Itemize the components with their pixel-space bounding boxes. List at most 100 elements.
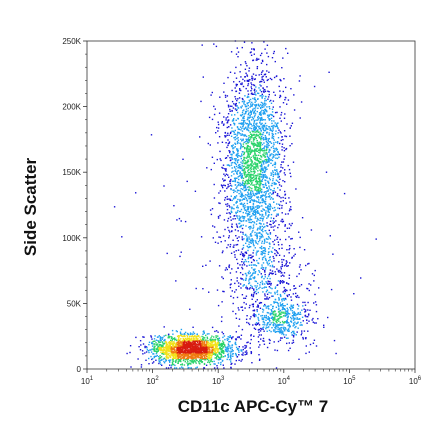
data-point — [246, 352, 248, 354]
data-point — [248, 278, 250, 281]
data-point — [213, 339, 216, 341]
data-point — [236, 280, 238, 282]
data-point — [176, 330, 178, 333]
data-point — [250, 207, 252, 209]
data-point — [215, 132, 217, 134]
data-point — [268, 317, 271, 320]
data-point — [268, 158, 271, 160]
data-point — [205, 343, 207, 345]
data-point — [260, 168, 263, 171]
data-point — [247, 322, 250, 324]
data-point — [151, 338, 153, 340]
data-point — [201, 348, 203, 350]
data-point — [214, 338, 216, 341]
data-point — [193, 357, 196, 359]
data-point — [279, 294, 282, 297]
data-point — [217, 142, 219, 144]
data-point — [221, 141, 224, 143]
data-point — [192, 353, 194, 355]
data-point — [281, 263, 283, 266]
data-point — [263, 186, 265, 188]
data-point — [282, 161, 285, 163]
data-point — [187, 339, 189, 342]
data-point — [239, 166, 242, 168]
data-point — [264, 191, 266, 193]
data-point — [248, 196, 251, 198]
data-point — [260, 91, 263, 93]
data-point — [275, 123, 278, 126]
data-point — [201, 349, 203, 351]
data-point — [241, 127, 243, 129]
data-point — [201, 345, 203, 347]
data-point — [171, 348, 174, 350]
data-point — [234, 218, 236, 220]
data-point — [273, 182, 275, 184]
data-point — [220, 353, 222, 356]
data-point — [283, 78, 285, 80]
data-point — [278, 308, 280, 310]
data-point — [257, 212, 259, 214]
data-point — [261, 210, 263, 212]
data-point — [259, 154, 262, 157]
data-point — [161, 353, 164, 355]
data-point — [259, 184, 261, 186]
data-point — [247, 142, 249, 144]
data-point — [269, 259, 271, 261]
data-point — [184, 220, 187, 223]
data-point — [281, 261, 283, 263]
data-point — [246, 175, 248, 177]
data-point — [269, 107, 271, 110]
data-point — [156, 347, 158, 350]
data-point — [244, 105, 247, 108]
data-point — [257, 149, 260, 151]
data-point — [188, 340, 190, 342]
data-point — [293, 285, 295, 287]
data-point — [237, 133, 239, 135]
data-point — [247, 138, 249, 140]
data-point — [263, 81, 265, 83]
data-point — [214, 341, 216, 343]
data-point — [251, 181, 253, 184]
data-point — [201, 361, 203, 363]
data-point — [160, 363, 162, 365]
data-point — [261, 283, 264, 286]
data-point — [229, 284, 231, 286]
data-point — [205, 347, 208, 349]
data-point — [194, 341, 196, 343]
data-point — [259, 185, 261, 187]
data-point — [245, 212, 247, 214]
data-point — [214, 354, 217, 356]
data-point — [220, 363, 222, 366]
data-point — [280, 132, 282, 134]
data-point — [228, 341, 230, 343]
data-point — [283, 305, 285, 307]
data-point — [235, 195, 238, 197]
data-point — [248, 182, 251, 185]
data-point — [288, 326, 291, 328]
data-point — [249, 257, 252, 259]
data-point — [161, 364, 163, 366]
data-point — [264, 276, 266, 278]
data-point — [261, 318, 264, 321]
data-point — [257, 188, 260, 190]
data-point — [180, 364, 182, 366]
data-point — [261, 253, 263, 255]
data-point — [159, 349, 161, 351]
data-point — [261, 257, 264, 259]
data-point — [247, 145, 249, 148]
data-point — [190, 345, 193, 347]
data-point — [242, 138, 244, 140]
data-point — [241, 82, 243, 84]
data-point — [254, 97, 256, 99]
data-point — [256, 229, 259, 231]
data-point — [205, 364, 208, 366]
data-point — [140, 364, 143, 366]
data-point — [261, 135, 263, 138]
data-point — [257, 134, 259, 137]
data-point — [244, 204, 246, 207]
data-point — [226, 126, 228, 129]
data-point — [237, 207, 239, 209]
data-point — [234, 184, 237, 186]
data-point — [297, 327, 299, 329]
data-point — [248, 149, 251, 151]
